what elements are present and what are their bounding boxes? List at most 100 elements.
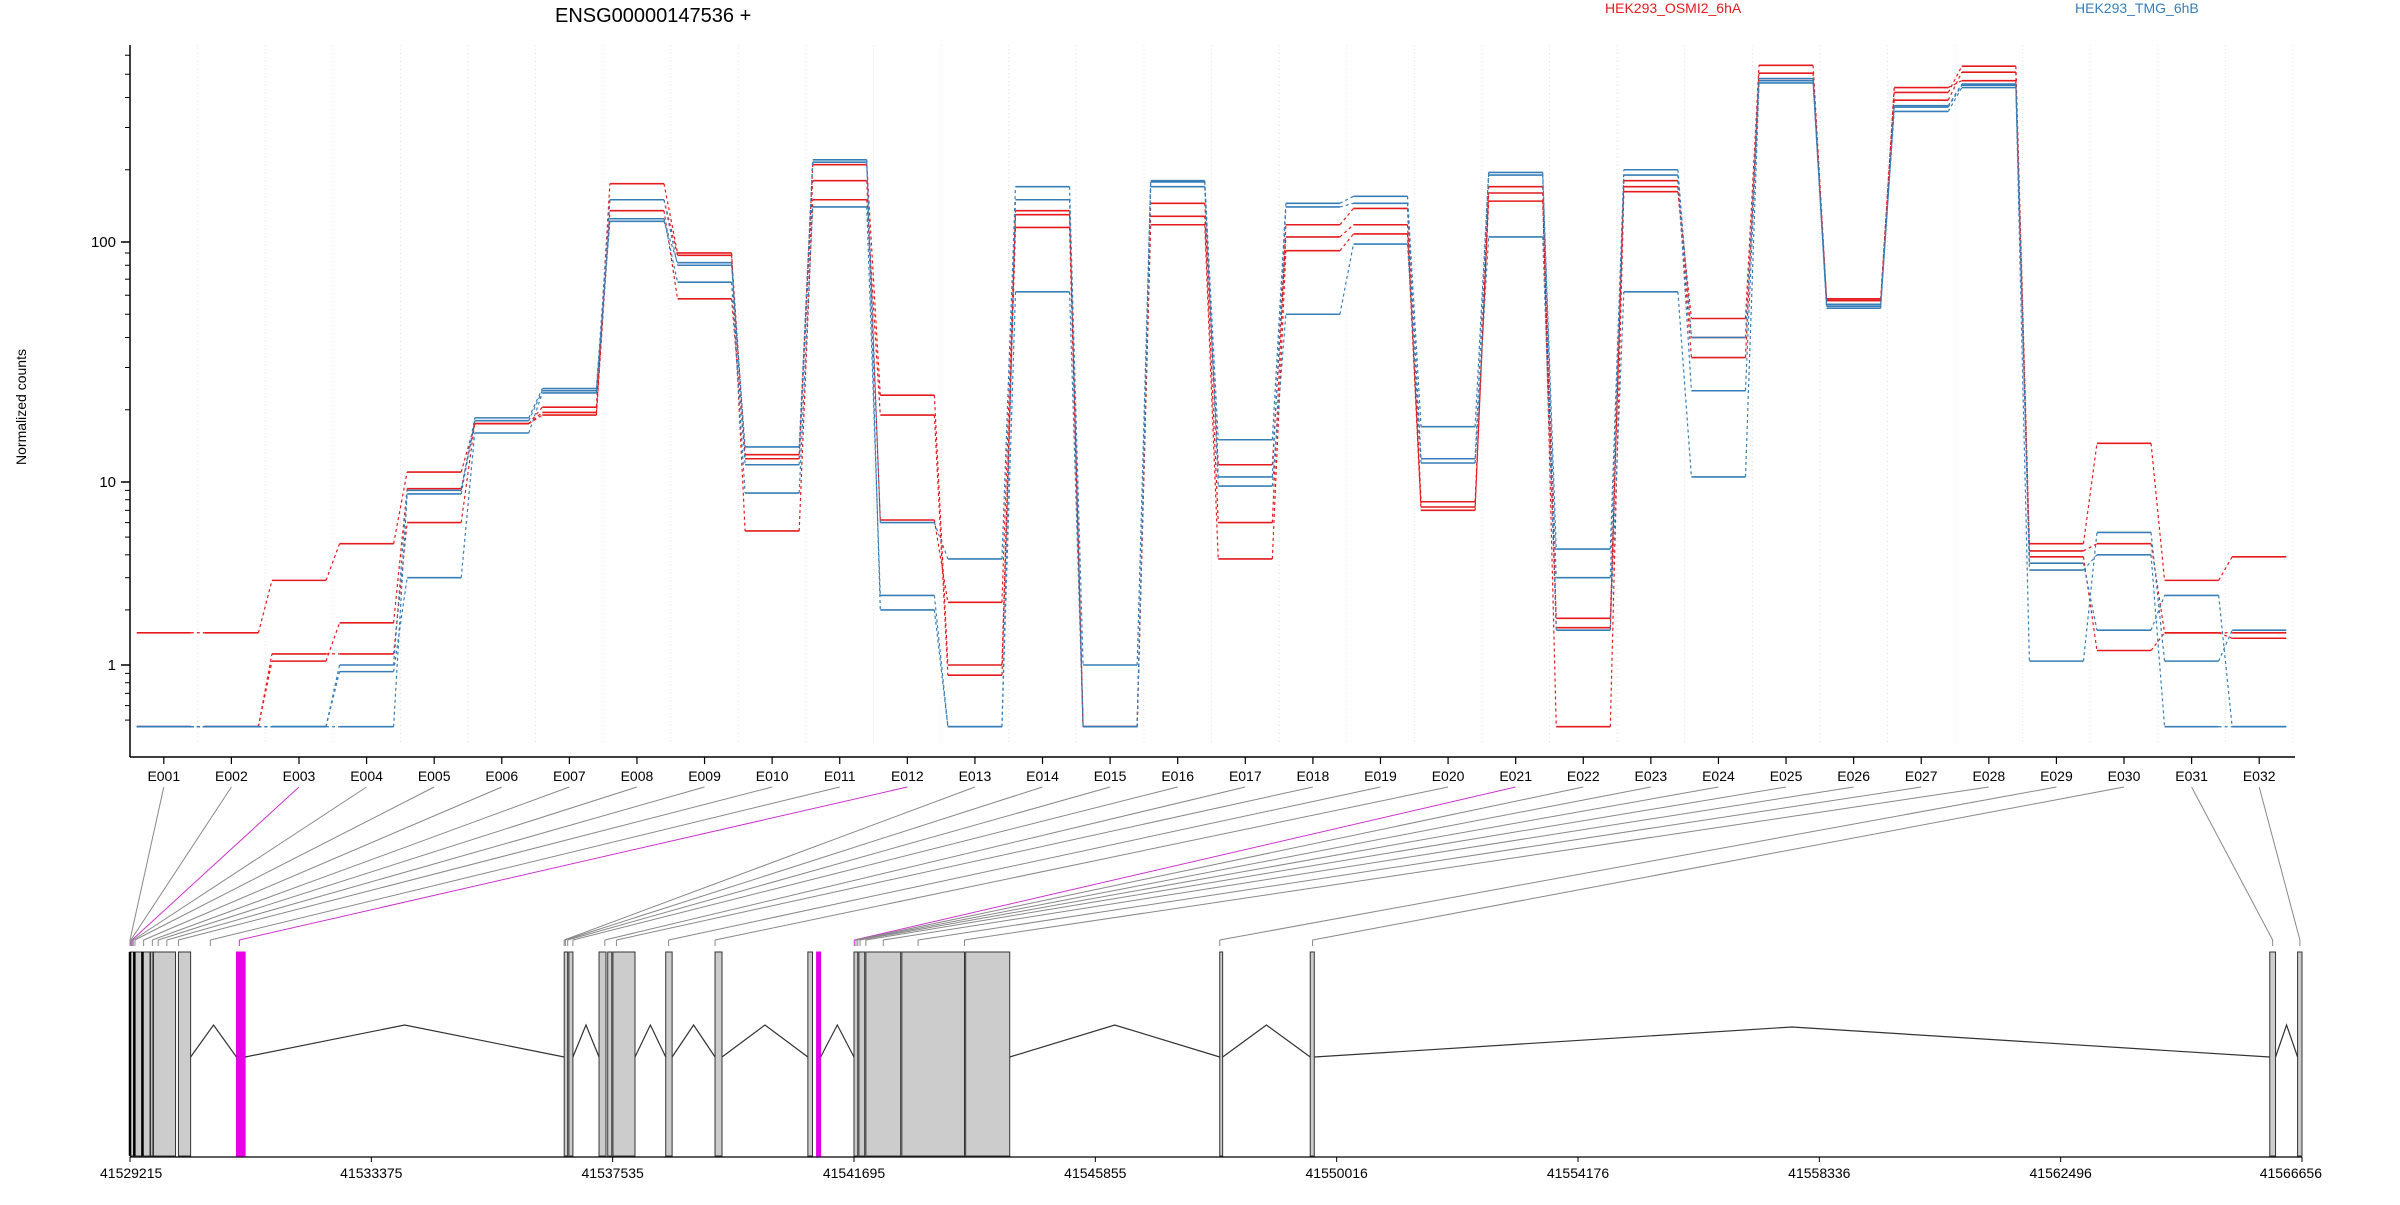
x-tick-label: E009 [688,768,721,784]
x-tick-label: E003 [283,768,316,784]
series-connector [663,183,679,254]
series-connector [1474,192,1490,511]
series-line [136,77,2287,728]
series-connector [1677,291,1693,477]
exon-connector [964,786,1989,941]
series-connector [1947,65,1963,93]
series-connector [1609,180,1625,628]
series-connector [1068,291,1084,727]
series-connector [1136,186,1152,727]
series-line [136,71,2287,728]
x-tick-label: E004 [350,768,383,784]
legend-label-tmg: HEK293_TMG_6hB [2075,0,2199,16]
x-tick-label: E012 [891,768,924,784]
series-connector [460,423,476,523]
x-tick-label: E020 [1432,768,1465,784]
series-connector [1474,201,1490,502]
series-connector [1880,105,1895,309]
x-tick-label: E007 [553,768,586,784]
series-connector [1339,195,1354,204]
exon-connector [855,786,1584,941]
exon-box [152,951,177,1157]
series-connector [393,490,408,666]
series-connector [1204,224,1219,559]
exon-box [607,951,613,1157]
exon-connector [883,786,1854,941]
series-connector [528,392,543,434]
exon-box [865,951,902,1157]
series-connector [866,206,881,596]
series-connector [2082,556,2098,651]
x-tick-label: E013 [959,768,992,784]
series-connector [1744,80,1760,391]
series-connector [730,282,746,494]
series-connector [933,522,949,560]
genome-position-label: 41541695 [823,1165,886,1181]
x-tick-label: E028 [1972,768,2005,784]
genome-position-label: 41537535 [582,1165,645,1181]
exon-connector [565,786,1043,941]
series-connector [1744,65,1760,319]
gene-model-track: 41529215 41533375 41537535 41541695 41545855… [100,951,2323,1181]
series-connector [1947,84,1963,108]
intron-line [190,1023,237,1058]
series-connector [1271,314,1287,487]
series-connector [1474,172,1490,427]
y-tick-label: 10 [99,474,116,491]
x-tick-label: E005 [418,768,451,784]
series-connector [1406,224,1422,508]
x-tick-label: E010 [756,768,789,784]
series-connector [460,417,476,491]
series-connector [1609,291,1625,631]
exon-box [807,951,814,1157]
series-connector [1677,169,1693,338]
y-tick-label: 1 [108,657,116,674]
exon-connector [567,786,1111,941]
x-tick-label: E031 [2175,768,2208,784]
series-connector [595,199,611,389]
exon-box [858,951,866,1157]
exon-box [853,951,859,1157]
exon-box [901,951,965,1157]
genome-position-label: 41566656 [2260,1165,2323,1181]
series-connector [1474,236,1490,464]
x-tick-label: E017 [1229,768,1262,784]
series-connector [1947,71,1963,101]
series-connector [1204,186,1219,477]
x-tick-label: E030 [2108,768,2141,784]
x-tick-label: E014 [1026,768,1059,784]
series-connector [1880,92,1895,299]
series-connector [1339,208,1354,226]
series-connector [1677,175,1693,391]
highlighted-connector [854,786,1516,941]
series-connector [1947,80,1963,89]
series-connector [663,199,679,266]
exon-box [150,951,154,1157]
series-connector [933,519,949,603]
series-connector [393,522,408,654]
x-tick-label: E024 [1702,768,1735,784]
x-tick-label: E001 [147,768,180,784]
series-connector [798,199,814,531]
axes: 1 10 100 E001 E002 E003 E004 E005 E006 E007 E008 E0… [91,45,2295,784]
genome-position-label: 41550016 [1306,1165,1369,1181]
exon-connector [2258,786,2301,941]
exon-box [563,951,569,1157]
series-connector [1136,180,1152,666]
intron-line [2274,1023,2299,1058]
series-connector [2082,563,2098,631]
series-connector [1812,80,1828,309]
series-connector [393,493,408,727]
exon-connector [129,786,165,941]
series-connector [2218,556,2233,581]
intron-line [245,1024,565,1058]
series-connector [2218,632,2233,639]
y-tick-label: 100 [91,234,116,251]
series-connector [1406,233,1422,511]
exon-connector [1312,786,2125,941]
exon-connector [130,786,232,941]
series-connector [325,622,341,662]
genome-position-label: 41562496 [2030,1165,2093,1181]
series-line [136,64,2287,728]
series-connector [1339,233,1354,252]
